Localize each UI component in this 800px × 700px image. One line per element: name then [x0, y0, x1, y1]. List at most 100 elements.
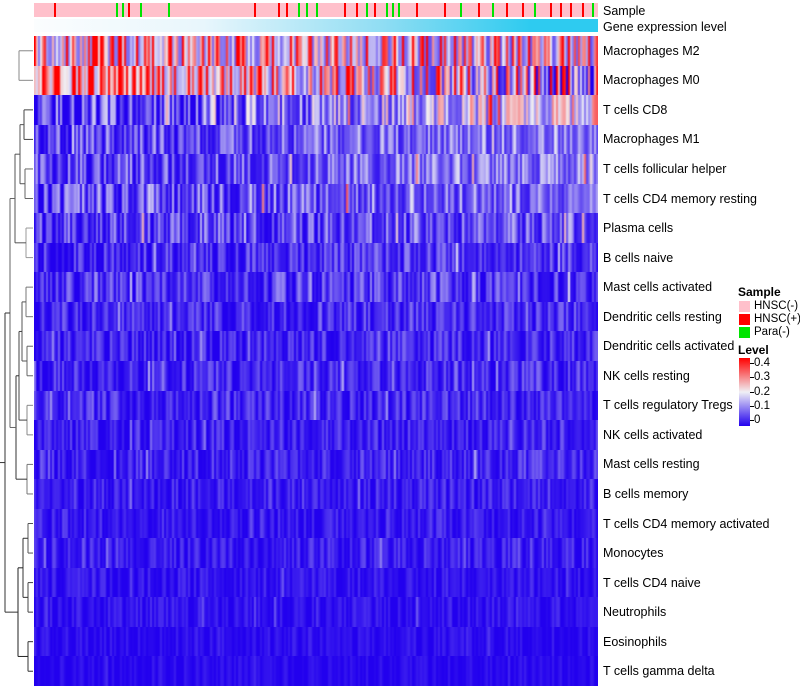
heatmap-row-canvas — [34, 656, 598, 686]
level-tick-mark — [750, 377, 754, 379]
legend-item-para-negative: Para(-) — [738, 326, 800, 338]
sample-track-mark — [306, 3, 308, 17]
sample-track-mark — [356, 3, 358, 17]
sample-track-mark — [344, 3, 346, 17]
row-label: T cells follicular helper — [603, 161, 727, 176]
heatmap-row — [34, 567, 598, 598]
level-legend-title: Level — [738, 343, 769, 357]
heatmap-row-canvas — [34, 65, 598, 96]
sample-track-mark — [522, 3, 524, 17]
sample-track-mark — [560, 3, 562, 17]
row-label: T cells regulatory Tregs — [603, 398, 733, 413]
heatmap-row — [34, 656, 598, 686]
heatmap-row-canvas — [34, 390, 598, 421]
heatmap-row — [34, 420, 598, 450]
level-tick: 0 — [750, 414, 760, 426]
level-tick-mark — [750, 405, 754, 407]
level-tick: 0.1 — [750, 400, 770, 412]
swatch-hnsc-positive — [739, 313, 750, 325]
sample-track-mark — [54, 3, 56, 17]
legend-label-para-negative: Para(-) — [754, 325, 790, 338]
sample-track-mark — [506, 3, 508, 17]
row-label: NK cells activated — [603, 427, 703, 442]
sample-track-mark — [592, 3, 594, 17]
heatmap-row — [34, 154, 598, 184]
legend-item-hnsc-positive: HNSC(+) — [738, 313, 800, 325]
gene-expression-annotation-label: Gene expression level — [603, 20, 727, 34]
swatch-para-negative — [739, 326, 750, 338]
heatmap-row — [34, 65, 598, 96]
heatmap-row-canvas — [34, 95, 598, 125]
heatmap-row — [34, 301, 598, 332]
row-label: B cells memory — [603, 486, 689, 501]
sample-track-mark — [460, 3, 462, 17]
sample-track-mark — [570, 3, 572, 17]
legend-label-hnsc-positive: HNSC(+) — [754, 312, 800, 325]
heatmap-row-canvas — [34, 626, 598, 657]
heatmap-row — [34, 213, 598, 243]
sample-annotation-label: Sample — [603, 4, 646, 18]
heatmap-row — [34, 331, 598, 361]
heatmap-row — [34, 361, 598, 391]
sample-track-mark — [254, 3, 256, 17]
level-tick: 0.3 — [750, 372, 770, 383]
sample-track-mark — [398, 3, 400, 17]
sample-track-mark — [286, 3, 288, 17]
gene-expression-annotation-bar — [34, 19, 598, 32]
heatmap-row-canvas — [34, 420, 598, 450]
row-label: Neutrophils — [603, 605, 667, 620]
row-label: Dendritic cells resting — [603, 309, 722, 324]
row-label: T cells CD4 memory resting — [603, 191, 757, 206]
sample-track-mark — [168, 3, 170, 17]
sample-track-mark — [444, 3, 446, 17]
legend-label-hnsc-negative: HNSC(-) — [754, 299, 799, 312]
heatmap-row-canvas — [34, 449, 598, 480]
heatmap-row-canvas — [34, 597, 598, 627]
heatmap-row-canvas — [34, 538, 598, 568]
sample-track-mark — [278, 3, 280, 17]
heatmap-row — [34, 508, 598, 539]
row-label: Eosinophils — [603, 634, 667, 649]
heatmap-row-canvas — [34, 508, 598, 539]
heatmap-row-canvas — [34, 479, 598, 509]
legend-item-hnsc-negative: HNSC(-) — [738, 300, 800, 312]
row-label: Macrophages M2 — [603, 43, 700, 58]
heatmap-row — [34, 95, 598, 125]
sample-track-mark — [116, 3, 118, 17]
level-tick-mark — [750, 420, 754, 421]
heatmap-row — [34, 390, 598, 421]
level-tick-mark — [750, 391, 754, 393]
level-tick-mark — [750, 363, 754, 364]
sample-track-mark — [122, 3, 124, 17]
sample-track-mark — [374, 3, 376, 17]
row-label: Macrophages M0 — [603, 73, 700, 88]
heatmap-row — [34, 242, 598, 273]
row-label: Monocytes — [603, 546, 664, 561]
heatmap-row — [34, 626, 598, 657]
heatmap-row-canvas — [34, 272, 598, 302]
level-legend: Level 0.4 0.3 0.2 0.1 0 — [738, 344, 800, 426]
heatmap-row-canvas — [34, 301, 598, 332]
heatmap-row — [34, 479, 598, 509]
heatmap-row — [34, 449, 598, 480]
row-label: T cells CD4 naive — [603, 575, 701, 590]
level-tick: 0.2 — [750, 386, 770, 398]
sample-track-mark — [392, 3, 394, 17]
row-label: T cells CD8 — [603, 102, 668, 117]
row-label: T cells gamma delta — [603, 664, 715, 679]
sample-track-mark — [416, 3, 418, 17]
heatmap-row-canvas — [34, 124, 598, 155]
sample-track-mark — [492, 3, 494, 17]
row-label: Plasma cells — [603, 221, 674, 236]
row-label: Mast cells activated — [603, 280, 713, 295]
level-tick: 0.4 — [750, 357, 770, 369]
heatmap-row-canvas — [34, 331, 598, 361]
sample-legend-title: Sample — [738, 285, 781, 299]
sample-track-mark — [386, 3, 388, 17]
heatmap-row — [34, 538, 598, 568]
heatmap-row — [34, 124, 598, 155]
heatmap-row — [34, 272, 598, 302]
heatmap-row-canvas — [34, 36, 598, 66]
sample-track-mark — [140, 3, 142, 17]
heatmap-row-canvas — [34, 154, 598, 184]
